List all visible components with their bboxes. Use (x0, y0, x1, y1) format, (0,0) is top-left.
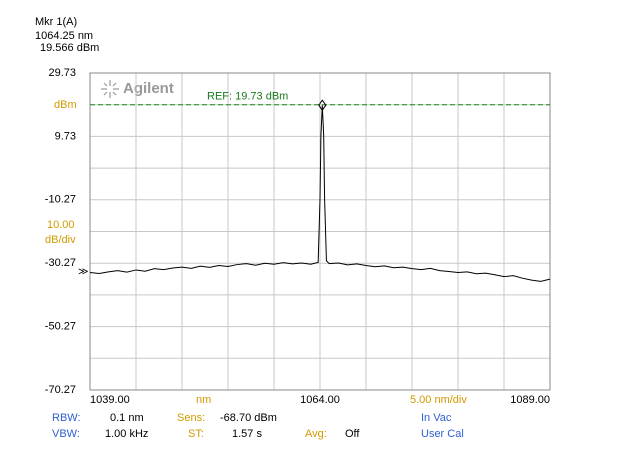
y-tick-label: 9.73 (55, 130, 76, 142)
x-tick-label: 1064.00 (300, 394, 340, 406)
sens-label: Sens: (177, 412, 205, 424)
x-scale: 5.00 nm/div (410, 394, 467, 406)
avg-value: Off (345, 428, 360, 440)
vbw-label: VBW: (52, 428, 80, 440)
rbw-label: RBW: (52, 412, 81, 424)
y-scale-value: 10.00 (47, 219, 75, 231)
marker (318, 99, 327, 112)
brand: Agilent (123, 80, 174, 97)
st-label: ST: (188, 428, 204, 440)
plot-frame (89, 72, 551, 391)
medium: In Vac (421, 412, 452, 424)
marker-title: Mkr 1(A) (35, 16, 77, 28)
st-value: 1.57 s (232, 428, 262, 440)
marker-x: 1064.25 nm (35, 30, 93, 42)
y-tick-label: -50.27 (45, 321, 76, 333)
vbw-value: 1.00 kHz (105, 428, 148, 440)
reference-label: REF: 19.73 dBm (207, 91, 288, 103)
y-tick-label: -70.27 (45, 384, 76, 396)
ref-arrow: ≫ (78, 267, 88, 278)
y-tick-label: -30.27 (45, 257, 76, 269)
x-unit: nm (196, 394, 211, 406)
sens-value: -68.70 dBm (220, 412, 277, 424)
y-scale-unit: dB/div (45, 234, 76, 246)
rbw-value: 0.1 nm (110, 412, 144, 424)
brand-logo (101, 80, 119, 98)
x-tick-label: 1089.00 (510, 394, 550, 406)
marker-value: 19.566 dBm (40, 42, 99, 54)
y-tick-label: -10.27 (45, 194, 76, 206)
y-tick-label: 29.73 (48, 67, 76, 79)
y-unit: dBm (54, 99, 77, 111)
x-tick-label: 1039.00 (90, 394, 130, 406)
calibration: User Cal (421, 428, 464, 440)
trace (89, 105, 551, 282)
avg-label: Avg: (305, 428, 327, 440)
